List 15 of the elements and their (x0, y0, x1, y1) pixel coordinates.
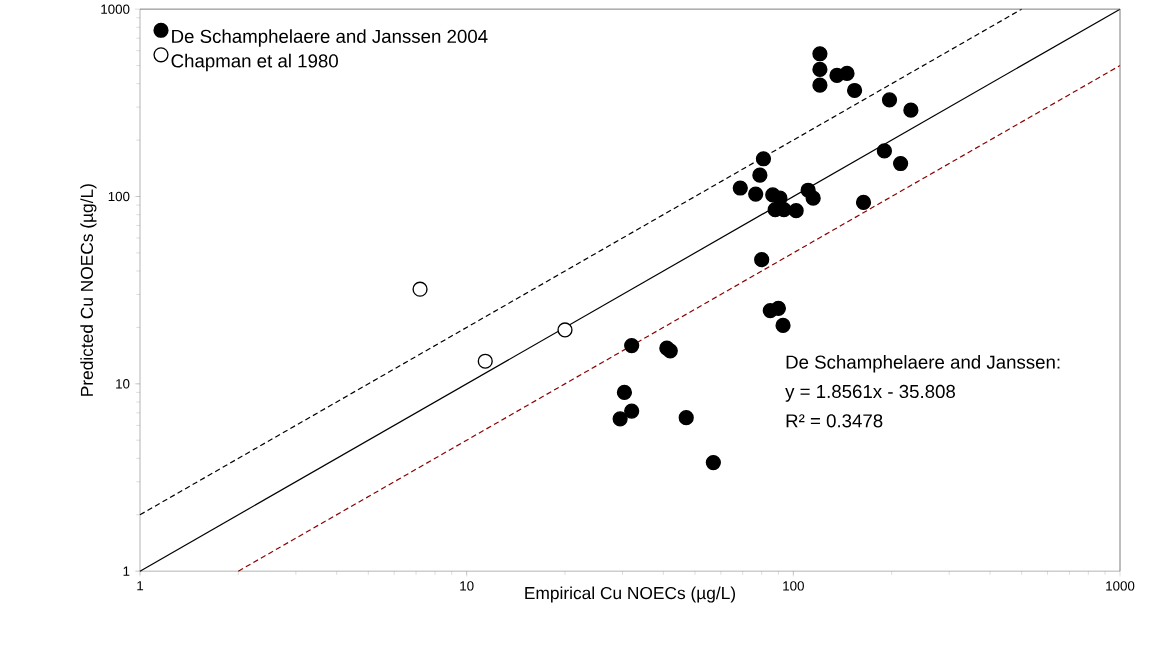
legend-label: De Schamphelaere and Janssen 2004 (172, 29, 488, 47)
annotation: y = 1.8561x - 35.808 (785, 384, 956, 402)
x-tick-label: 1000 (1106, 581, 1135, 591)
legend-label: Chapman et al 1980 (171, 53, 338, 72)
x-axis-title: Empirical Cu NOECs (µg/L) (525, 586, 736, 603)
y-tick-label: 100 (108, 191, 130, 202)
y-tick-label: 1000 (101, 4, 130, 14)
x-tick-label: 100 (783, 581, 804, 591)
x-tick-label: 10 (460, 581, 474, 591)
annotation: De Schamphelaere and Janssen: (786, 354, 1060, 373)
y-tick-label: 1 (123, 566, 130, 576)
annotation: R² = 0.3478 (786, 414, 883, 428)
x-tick-label: 1 (137, 581, 144, 591)
y-tick-label: 10 (116, 379, 130, 389)
y-axis-title: Predicted Cu NOECs (µg/L) (80, 184, 97, 396)
